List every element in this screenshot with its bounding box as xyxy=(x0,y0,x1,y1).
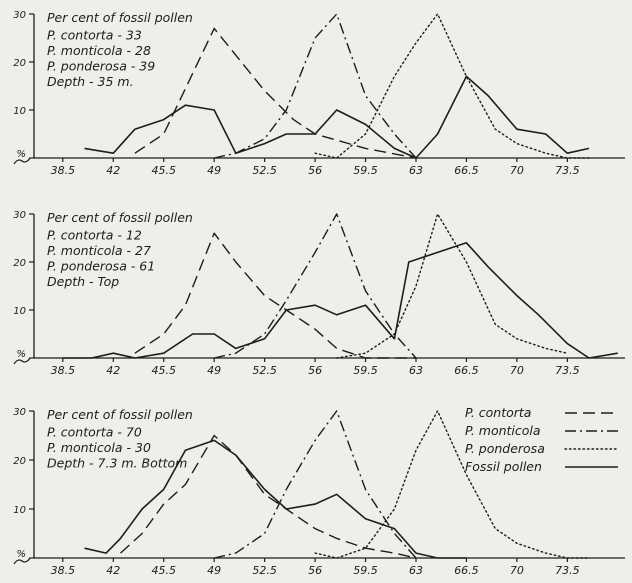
panel-info-line: P. contorta - 70 xyxy=(47,425,142,440)
x-tick-label: 70 xyxy=(510,364,524,377)
panel-info-line: Depth - Top xyxy=(47,274,119,289)
chart-panel-1: % 10 20 30 38.5 42 45.5 49 52.5 56 59.5 63 66.5 70 73.… xyxy=(13,10,625,177)
chart-panel-2: % 10 20 30 38.5 42 45.5 49 52.5 56 59.5 63 66.5 70 73.… xyxy=(13,210,625,377)
series-line-p-contorta xyxy=(134,27,417,159)
series-line-p-ponderosa xyxy=(314,13,590,159)
y-tick-label: 10 xyxy=(13,505,26,516)
series-line-fossil-pollen xyxy=(84,75,590,159)
y-tick-label: % xyxy=(16,149,26,160)
panel-info-heading: Per cent of fossil pollen xyxy=(47,407,193,422)
series-line-p-ponderosa xyxy=(314,410,590,559)
axis-break-mark xyxy=(13,357,31,365)
y-tick-label: 30 xyxy=(13,210,26,221)
x-tick-label: 49 xyxy=(207,364,221,377)
x-tick-label: 52.5 xyxy=(252,564,277,577)
x-tick-label: 49 xyxy=(207,164,221,177)
panel-info-line: P. contorta - 33 xyxy=(47,28,142,43)
x-tick-label: 73.5 xyxy=(555,164,580,177)
x-tick-label: 42 xyxy=(106,164,120,177)
y-tick-label: % xyxy=(16,549,26,560)
legend-label-p-ponderosa: P. ponderosa xyxy=(465,441,545,456)
x-tick-label: 73.5 xyxy=(555,364,580,377)
legend-label-fossil-pollen: Fossil pollen xyxy=(465,459,542,474)
legend-label-p-monticola: P. monticola xyxy=(465,423,541,438)
x-tick-label: 45.5 xyxy=(151,164,176,177)
x-tick-label: 59.5 xyxy=(353,564,378,577)
series-line-fossil-pollen xyxy=(84,439,467,559)
x-tick-label: 63 xyxy=(409,364,423,377)
panel-info-line: Depth - 7.3 m. Bottom xyxy=(47,456,187,471)
series-line-fossil-pollen xyxy=(62,242,618,359)
x-tick-label: 63 xyxy=(409,164,423,177)
panel-info-line: P. ponderosa - 39 xyxy=(47,59,155,74)
x-tick-label: 52.5 xyxy=(252,364,277,377)
y-tick-label: 30 xyxy=(13,10,26,21)
series-line-p-monticola xyxy=(214,410,417,559)
x-tick-label: 56 xyxy=(308,164,322,177)
x-tick-label: 56 xyxy=(308,564,322,577)
x-tick-label: 42 xyxy=(106,564,120,577)
panel-info-line: P. monticola - 30 xyxy=(47,440,151,455)
series-line-p-contorta xyxy=(134,232,416,359)
y-tick-label: 20 xyxy=(13,58,26,69)
x-tick-label: 56 xyxy=(308,364,322,377)
y-tick-label: 20 xyxy=(13,456,26,467)
y-tick-label: 20 xyxy=(13,258,26,269)
panel-info-heading: Per cent of fossil pollen xyxy=(47,210,193,225)
x-tick-label: 59.5 xyxy=(353,164,378,177)
panel-info-line: P. contorta - 12 xyxy=(47,228,142,243)
legend: P. contorta P. monticola P. ponderosa Fossi… xyxy=(465,405,619,474)
x-tick-label: 66.5 xyxy=(454,164,479,177)
y-tick-label: 30 xyxy=(13,407,26,418)
panel-info-line: P. ponderosa - 61 xyxy=(47,259,155,274)
x-tick-label: 49 xyxy=(207,564,221,577)
chart-panel-3: % 10 20 30 38.5 42 45.5 49 52.5 56 59.5 63 66.5 70 73.… xyxy=(13,405,625,577)
series-line-p-monticola xyxy=(214,13,417,159)
series-line-p-contorta xyxy=(120,434,417,559)
x-tick-label: 45.5 xyxy=(151,364,176,377)
axis-break-mark xyxy=(13,157,31,165)
x-tick-label: 38.5 xyxy=(51,564,76,577)
x-tick-label: 52.5 xyxy=(252,164,277,177)
x-tick-label: 70 xyxy=(510,564,524,577)
y-tick-label: 10 xyxy=(13,306,26,317)
legend-label-p-contorta: P. contorta xyxy=(465,405,531,420)
x-tick-label: 66.5 xyxy=(454,564,479,577)
x-tick-label: 38.5 xyxy=(51,364,76,377)
x-tick-label: 66.5 xyxy=(454,364,479,377)
x-tick-label: 70 xyxy=(510,164,524,177)
series-line-p-ponderosa xyxy=(336,213,568,359)
series-line-p-monticola xyxy=(214,213,417,359)
panel-info-line: P. monticola - 28 xyxy=(47,43,151,58)
x-tick-label: 42 xyxy=(106,364,120,377)
axis-break-mark xyxy=(13,557,31,565)
y-tick-label: % xyxy=(16,349,26,360)
x-tick-label: 73.5 xyxy=(555,564,580,577)
panel-info-line: Depth - 35 m. xyxy=(47,74,134,89)
x-tick-label: 45.5 xyxy=(151,564,176,577)
panel-info-heading: Per cent of fossil pollen xyxy=(47,10,193,25)
x-tick-label: 38.5 xyxy=(51,164,76,177)
x-tick-label: 63 xyxy=(409,564,423,577)
panel-info-line: P. monticola - 27 xyxy=(47,243,151,258)
x-tick-label: 59.5 xyxy=(353,364,378,377)
y-tick-label: 10 xyxy=(13,106,26,117)
